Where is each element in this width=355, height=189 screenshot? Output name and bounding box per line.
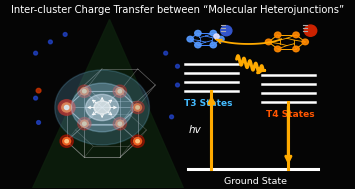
Ellipse shape — [133, 137, 142, 145]
Ellipse shape — [65, 139, 69, 143]
Ellipse shape — [210, 42, 217, 48]
Ellipse shape — [116, 88, 124, 95]
Ellipse shape — [113, 85, 126, 98]
Ellipse shape — [80, 120, 88, 127]
Ellipse shape — [221, 26, 232, 36]
Ellipse shape — [187, 36, 193, 42]
Ellipse shape — [195, 30, 201, 36]
Ellipse shape — [170, 115, 174, 119]
Ellipse shape — [176, 64, 179, 68]
Ellipse shape — [274, 32, 281, 38]
Ellipse shape — [302, 39, 308, 45]
Ellipse shape — [34, 96, 38, 100]
Ellipse shape — [65, 106, 69, 109]
Ellipse shape — [118, 90, 122, 93]
Ellipse shape — [293, 46, 299, 52]
Text: hv: hv — [189, 125, 202, 135]
Text: T4 States: T4 States — [266, 110, 314, 119]
Text: Inter-cluster Charge Transfer between “Molecular Heterojunctions”: Inter-cluster Charge Transfer between “M… — [11, 5, 344, 15]
Text: Ground State: Ground State — [224, 177, 287, 186]
Ellipse shape — [62, 137, 71, 145]
Ellipse shape — [37, 121, 40, 124]
Ellipse shape — [62, 103, 71, 112]
Ellipse shape — [164, 51, 168, 55]
Ellipse shape — [60, 135, 73, 147]
Ellipse shape — [78, 118, 91, 130]
Ellipse shape — [55, 70, 149, 145]
Text: T3 States: T3 States — [184, 99, 233, 108]
Ellipse shape — [83, 90, 86, 93]
Ellipse shape — [265, 39, 272, 45]
Ellipse shape — [34, 51, 38, 55]
Ellipse shape — [64, 105, 69, 110]
Ellipse shape — [214, 34, 219, 39]
Ellipse shape — [63, 33, 67, 36]
Ellipse shape — [293, 32, 299, 38]
Ellipse shape — [83, 122, 86, 125]
Ellipse shape — [274, 46, 281, 52]
Ellipse shape — [94, 101, 110, 114]
Ellipse shape — [304, 25, 317, 36]
Ellipse shape — [210, 30, 217, 36]
Ellipse shape — [36, 88, 41, 93]
Ellipse shape — [131, 101, 144, 114]
Ellipse shape — [116, 120, 124, 127]
Ellipse shape — [133, 104, 142, 111]
Ellipse shape — [62, 104, 71, 111]
Ellipse shape — [131, 135, 144, 147]
Ellipse shape — [176, 83, 179, 87]
Ellipse shape — [86, 94, 119, 121]
Ellipse shape — [78, 85, 91, 98]
Ellipse shape — [118, 122, 122, 125]
Ellipse shape — [136, 139, 140, 143]
Polygon shape — [33, 19, 184, 188]
Ellipse shape — [60, 101, 73, 114]
Ellipse shape — [49, 40, 52, 44]
Ellipse shape — [218, 36, 224, 42]
Ellipse shape — [195, 42, 201, 48]
Ellipse shape — [71, 83, 133, 132]
Ellipse shape — [113, 118, 126, 130]
Ellipse shape — [136, 106, 140, 109]
Ellipse shape — [80, 88, 88, 95]
Ellipse shape — [58, 100, 75, 115]
